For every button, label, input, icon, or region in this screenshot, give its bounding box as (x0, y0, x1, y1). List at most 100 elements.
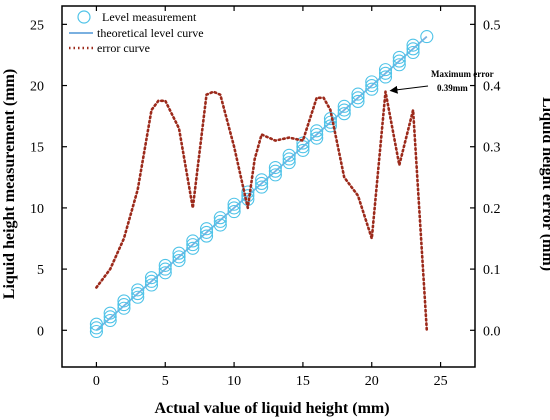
measurement-point (158, 262, 172, 276)
measurement-point (378, 63, 393, 77)
measurement-point (351, 91, 365, 105)
measurement-point (200, 222, 214, 236)
measurement-point (337, 103, 351, 117)
legend-marker-level-measurement (77, 10, 91, 24)
measurement-point (172, 253, 186, 268)
y-right-axis-title: Liquid height error (mm) (539, 97, 550, 271)
annotation-line2: 0.39mm (437, 83, 468, 93)
measurement-point (172, 250, 186, 264)
measurement-point (186, 234, 200, 248)
measurement-point (117, 301, 131, 315)
x-tick-label: 5 (162, 374, 169, 389)
measurement-point (89, 324, 103, 339)
x-tick-label: 15 (296, 374, 310, 389)
error-curve-line (95, 90, 429, 332)
y-right-tick-label: 0.2 (483, 202, 501, 217)
theoretical-line (95, 35, 428, 331)
measurement-point (227, 205, 241, 219)
measurement-point (213, 211, 227, 225)
max-error-annotation: Maximum error 0.39mm (389, 69, 494, 94)
measurement-point (365, 78, 379, 93)
measurement-point (310, 127, 324, 142)
measurement-point (117, 298, 131, 312)
measurement-point (310, 131, 324, 145)
measurement-point (365, 75, 379, 89)
measurement-point (392, 58, 406, 72)
y-left-tick-label: 20 (30, 80, 44, 95)
measurement-point (89, 317, 103, 331)
y-right-tick-label: 0.3 (483, 141, 501, 156)
x-tick-label: 0 (93, 374, 100, 389)
y-right-tick-label: 0.4 (483, 80, 501, 95)
measurement-point (131, 283, 145, 297)
measurement-point (378, 66, 393, 80)
measurement-point (131, 287, 145, 301)
measurement-point (103, 306, 117, 320)
measurement-point (158, 266, 172, 280)
measurement-point (351, 87, 365, 101)
measurement-point (406, 45, 420, 60)
measurement-point (282, 148, 296, 162)
measurement-point (365, 82, 379, 96)
y-left-tick-label: 0 (37, 324, 44, 339)
measurement-point (406, 42, 420, 56)
measurement-point (392, 50, 406, 64)
measurement-point (89, 321, 103, 335)
measurement-point (213, 218, 227, 232)
measurement-point (392, 54, 406, 68)
measurement-point (337, 107, 351, 121)
y-right-tick-label: 0.0 (483, 324, 501, 339)
measurement-point (323, 115, 338, 129)
error-curve-series (95, 90, 429, 332)
y-left-tick-label: 25 (30, 18, 44, 33)
x-tick-label: 10 (227, 374, 241, 389)
measurement-point (103, 310, 117, 324)
measurement-point (227, 197, 241, 211)
plot-border (61, 5, 476, 368)
y-left-axis-title: Liquid height measurement (mm) (1, 69, 18, 299)
y-right-tick-label: 0.1 (483, 263, 501, 278)
measurement-point (310, 124, 324, 138)
level-measurement-series (89, 30, 434, 339)
measurement-point (351, 94, 365, 109)
measurement-point (323, 119, 338, 133)
measurement-point (268, 168, 282, 182)
measurement-point (255, 173, 269, 187)
measurement-point (255, 180, 269, 194)
plot-frame (61, 5, 476, 368)
measurement-point (103, 313, 117, 328)
measurement-point (337, 99, 351, 113)
measurement-point (296, 143, 310, 157)
measurement-point (186, 238, 200, 252)
legend: Level measurement theoretical level curv… (69, 10, 204, 55)
x-axis-title: Actual value of liquid height (mm) (154, 400, 389, 417)
measurement-point (241, 185, 255, 199)
measurement-point (282, 152, 296, 166)
measurement-point (144, 274, 159, 288)
measurement-point (144, 278, 159, 292)
measurement-point (144, 271, 159, 285)
theoretical-level-curve (95, 35, 428, 331)
measurement-point (323, 112, 338, 126)
y-right-tick-label: 0.5 (483, 18, 501, 33)
measurement-point (200, 229, 214, 243)
measurement-point (420, 30, 434, 44)
y-left-tick-label: 10 (30, 202, 44, 217)
y-left-tick-label: 15 (30, 141, 44, 156)
measurement-point (268, 160, 282, 175)
x-tick-label: 20 (365, 374, 379, 389)
measurement-point (282, 156, 296, 170)
y-right-axis: 0.0 0.1 0.2 0.3 0.4 0.5 (470, 18, 501, 339)
x-tick-label: 25 (434, 374, 448, 389)
annotation-arrow (389, 85, 429, 94)
measurement-point (172, 246, 186, 260)
measurement-point (186, 241, 200, 255)
legend-label-error: error curve (97, 41, 150, 55)
measurement-point (117, 294, 131, 308)
annotation-line1: Maximum error (431, 69, 494, 79)
x-axis: 0 5 10 15 20 25 (93, 6, 448, 389)
measurement-point (227, 201, 241, 215)
y-left-axis: 0 5 10 15 20 25 (30, 18, 67, 339)
legend-label-theoretical: theoretical level curve (97, 26, 204, 40)
legend-label-level-measurement: Level measurement (102, 10, 197, 24)
